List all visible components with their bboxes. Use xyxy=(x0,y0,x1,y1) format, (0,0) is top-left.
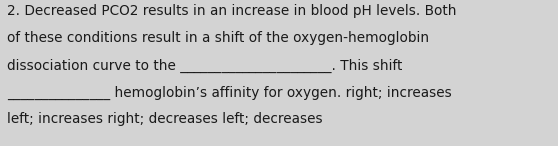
Text: dissociation curve to the ______________________. This shift: dissociation curve to the ______________… xyxy=(7,58,402,73)
Text: 2. Decreased PCO2 results in an increase in blood pH levels. Both: 2. Decreased PCO2 results in an increase… xyxy=(7,4,456,18)
Text: left; increases right; decreases left; decreases: left; increases right; decreases left; d… xyxy=(7,112,323,126)
Text: _______________ hemoglobin’s affinity for oxygen. right; increases: _______________ hemoglobin’s affinity fo… xyxy=(7,85,451,100)
Text: of these conditions result in a shift of the oxygen-hemoglobin: of these conditions result in a shift of… xyxy=(7,31,429,45)
